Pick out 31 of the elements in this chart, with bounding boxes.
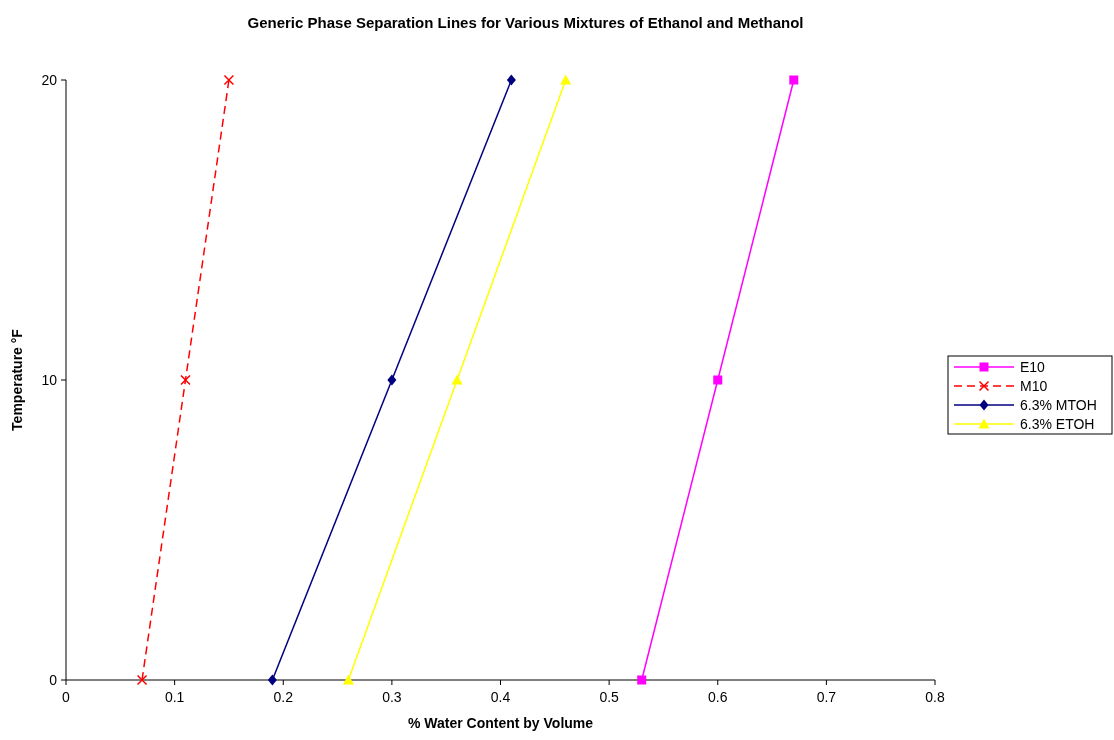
x-tick-label: 0.5: [599, 689, 620, 705]
point: [136, 674, 148, 686]
point: [387, 374, 397, 386]
x-tick-label: 0.2: [273, 689, 294, 705]
y-axis-title: Temperature °F: [9, 328, 25, 431]
x-tick-label: 0.1: [164, 689, 185, 705]
legend-label: 6.3% MTOH: [1020, 397, 1097, 413]
point: [180, 374, 191, 386]
point: [342, 674, 354, 685]
y-tick-label: 20: [41, 72, 58, 88]
x-tick-label: 0: [62, 689, 71, 705]
point: [637, 675, 647, 685]
legend-label: 6.3% ETOH: [1020, 416, 1095, 432]
point: [560, 74, 572, 85]
x-tick-label: 0.7: [816, 689, 837, 705]
point: [451, 374, 463, 385]
x-tick-label: 0.3: [382, 689, 402, 705]
chart-title: Generic Phase Separation Lines for Various Mixtures of Ethanol and Methanol: [247, 14, 804, 31]
legend-label: M10: [1020, 378, 1048, 394]
y-tick-label: 0: [49, 672, 58, 688]
point: [267, 674, 277, 686]
y-tick-label: 10: [41, 372, 58, 388]
point: [713, 375, 723, 385]
x-axis-title: % Water Content by Volume: [407, 715, 594, 731]
point: [789, 75, 799, 85]
x-tick-label: 0.6: [708, 689, 728, 705]
legend-label: E10: [1020, 359, 1046, 375]
point: [506, 74, 516, 86]
point: [223, 74, 235, 86]
x-tick-label: 0.4: [490, 689, 511, 705]
x-tick-label: 0.8: [925, 689, 945, 705]
